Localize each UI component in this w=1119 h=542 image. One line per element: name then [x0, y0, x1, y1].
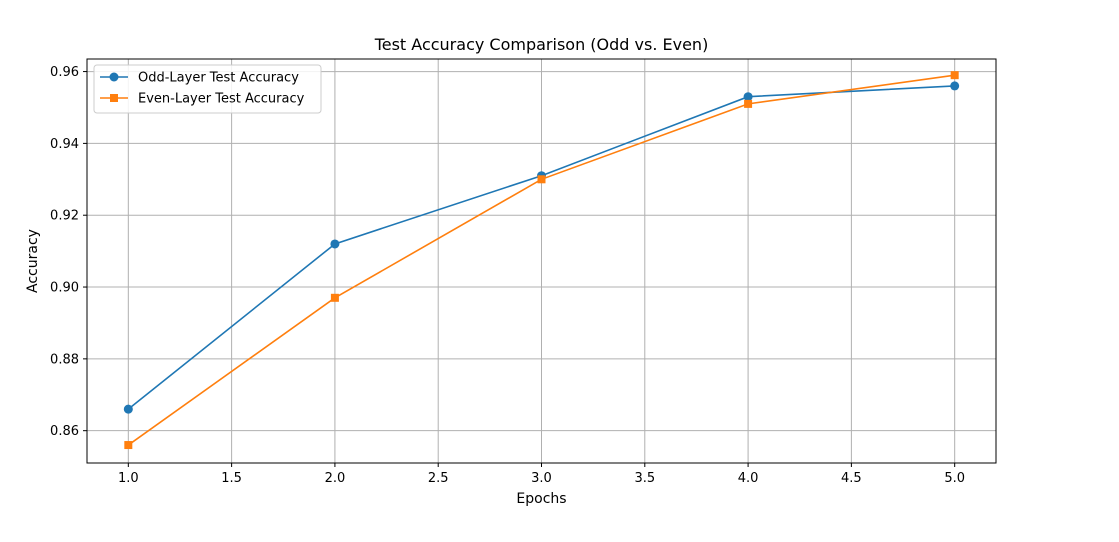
- legend-label-even: Even-Layer Test Accuracy: [138, 92, 305, 107]
- legend-marker-even: [110, 94, 118, 102]
- x-tick-label: 3.5: [634, 471, 655, 486]
- legend-entry-even: Even-Layer Test Accuracy: [100, 92, 305, 107]
- data-point: [537, 175, 546, 184]
- y-tick-label: 0.88: [50, 352, 79, 367]
- x-tick-label: 1.5: [221, 471, 242, 486]
- series-layer: [123, 71, 960, 450]
- x-tick-label: 2.0: [325, 471, 346, 486]
- x-tick-label: 2.5: [428, 471, 449, 486]
- x-tick-label: 5.0: [944, 471, 965, 486]
- y-axis-ticks: 0.86 0.88 0.90 0.92 0.94 0.96: [50, 65, 87, 439]
- y-tick-label: 0.92: [50, 209, 79, 224]
- legend: Odd-Layer Test Accuracy Even-Layer Test …: [93, 64, 322, 114]
- y-tick-label: 0.86: [50, 424, 79, 439]
- x-tick-label: 4.5: [841, 471, 862, 486]
- data-point: [330, 293, 339, 302]
- data-point: [744, 99, 753, 108]
- x-axis-ticks: 1.0 1.5 2.0 2.5 3.0 3.5 4.0 4.5 5.0: [118, 463, 965, 486]
- chart-title: Test Accuracy Comparison (Odd vs. Even): [374, 35, 709, 54]
- legend-entry-odd: Odd-Layer Test Accuracy: [100, 71, 299, 86]
- series-even: [124, 71, 959, 450]
- legend-marker-odd: [109, 72, 119, 82]
- legend-label-odd: Odd-Layer Test Accuracy: [138, 71, 299, 86]
- grid: [87, 59, 996, 463]
- data-point: [124, 441, 133, 450]
- y-tick-label: 0.96: [50, 65, 79, 80]
- legend-box: [93, 64, 322, 114]
- data-point: [330, 239, 340, 249]
- x-tick-label: 1.0: [118, 471, 139, 486]
- y-axis-label: Accuracy: [25, 229, 41, 293]
- x-tick-label: 4.0: [738, 471, 759, 486]
- data-point: [950, 81, 960, 91]
- y-tick-label: 0.94: [50, 137, 79, 152]
- data-point: [950, 71, 959, 80]
- data-point: [743, 92, 753, 102]
- data-point: [123, 404, 133, 414]
- y-tick-label: 0.90: [50, 281, 79, 296]
- x-tick-label: 3.0: [531, 471, 552, 486]
- x-axis-label: Epochs: [516, 491, 566, 507]
